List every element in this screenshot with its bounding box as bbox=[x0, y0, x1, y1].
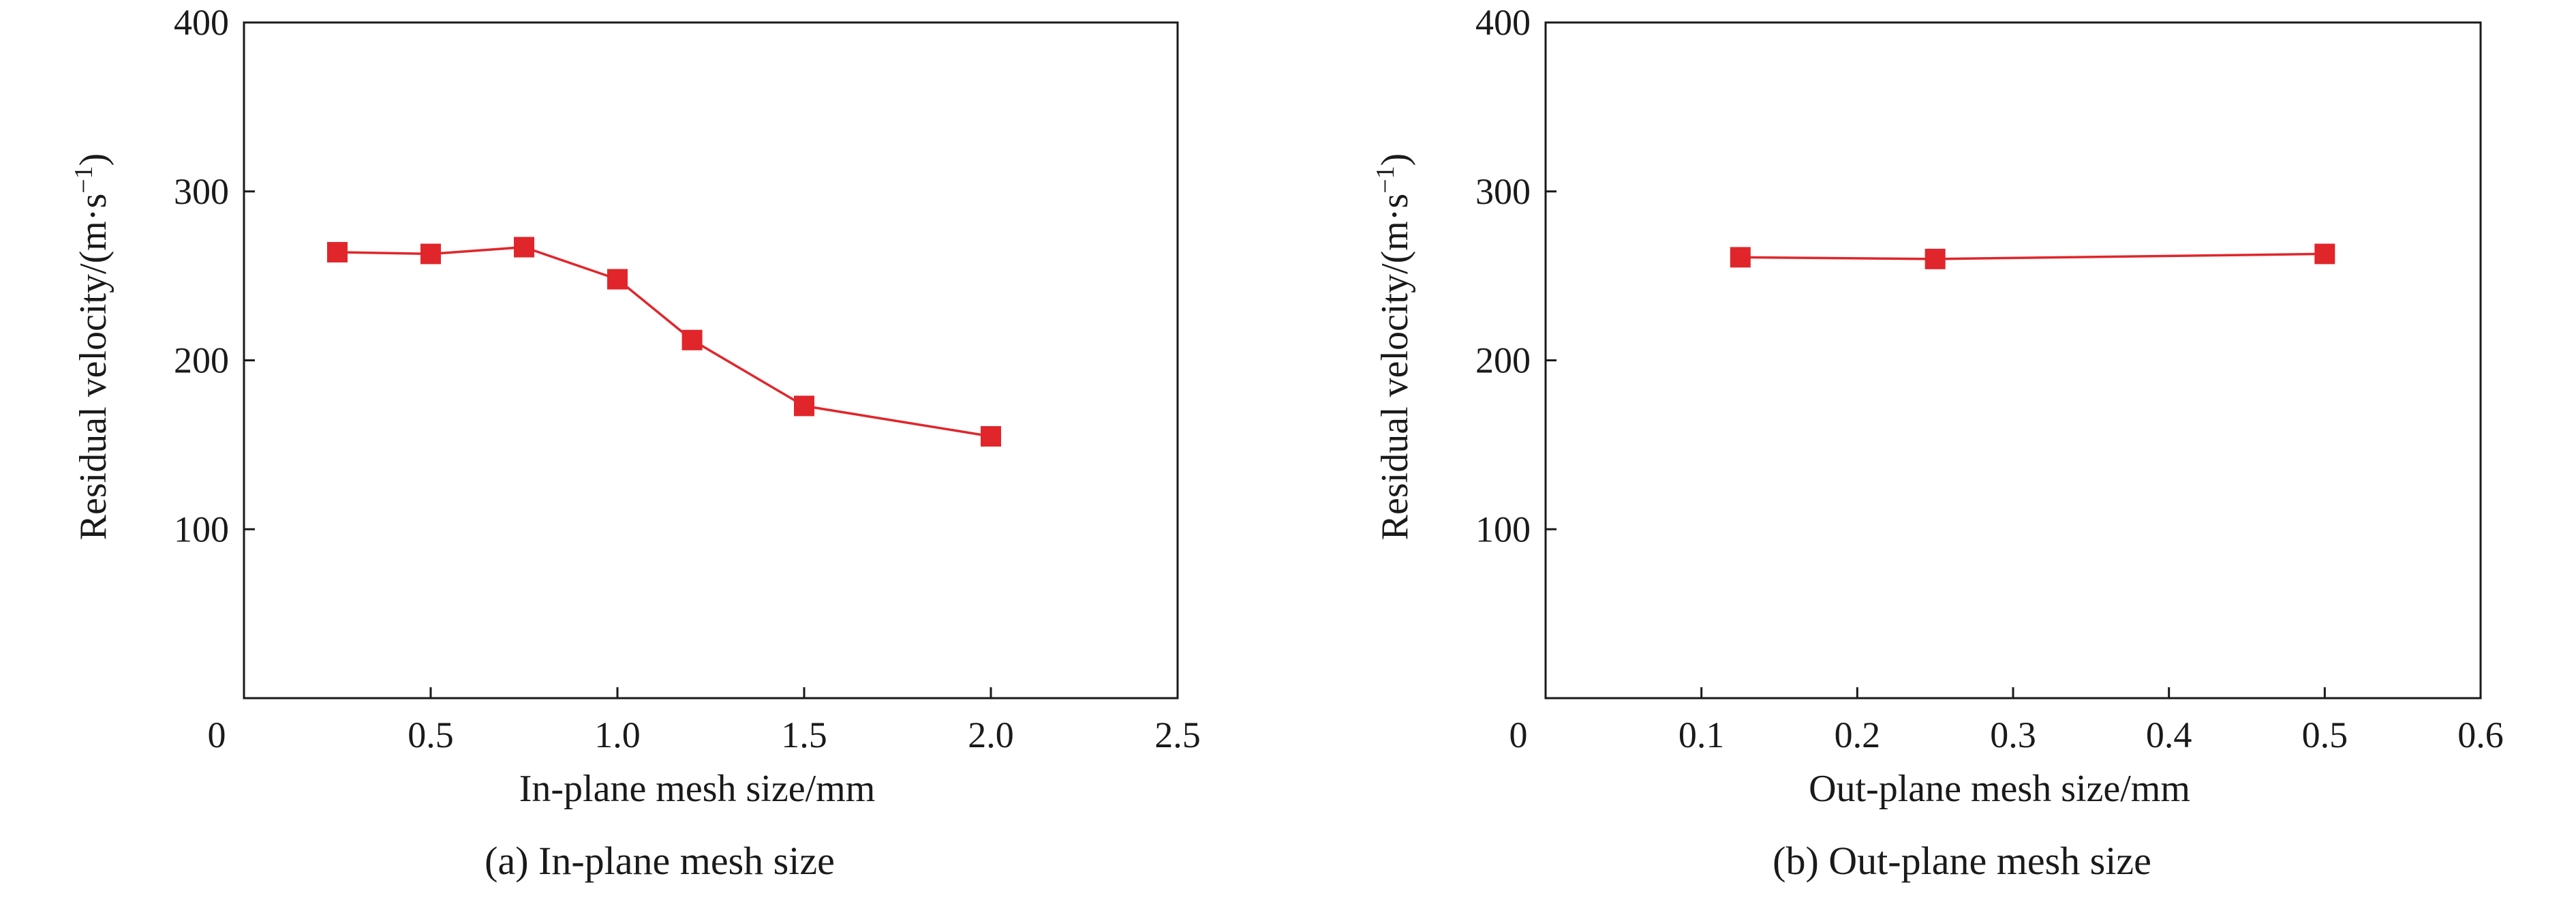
y-axis-label: Residual velocity/(m·s−1) bbox=[1371, 153, 1416, 541]
plot-frame bbox=[243, 21, 1179, 700]
chart-a: 0 0.5 1.0 1.5 2.0 2.5 100 200 300 400 In-plane mes… bbox=[70, 2, 1201, 883]
y-tick-label: 100 bbox=[174, 509, 229, 550]
data-point bbox=[1925, 248, 1946, 269]
y-tick-label: 400 bbox=[1475, 2, 1531, 43]
x-axis-label: Out-plane mesh size/mm bbox=[1809, 768, 2190, 810]
x-tick-label: 1.5 bbox=[781, 715, 827, 755]
data-point bbox=[607, 269, 628, 290]
chart-caption: (b) Out-plane mesh size bbox=[1773, 839, 2151, 883]
x-tick-label: 1.0 bbox=[594, 715, 641, 755]
x-tick-label: 0.5 bbox=[2302, 715, 2348, 755]
series-line bbox=[337, 245, 992, 438]
data-point bbox=[514, 237, 534, 258]
x-tick-label: 2.5 bbox=[1154, 715, 1201, 755]
data-point bbox=[681, 329, 703, 350]
y-axis-label: Residual velocity/(m·s−1) bbox=[70, 153, 114, 541]
x-tick-label: 0.1 bbox=[1678, 715, 1725, 755]
x-tick-label: 0.5 bbox=[408, 715, 454, 755]
x-tick-label: 0.4 bbox=[2146, 715, 2192, 755]
data-point bbox=[327, 241, 348, 262]
data-point bbox=[981, 425, 1001, 447]
y-tick-label: 200 bbox=[1475, 340, 1531, 381]
y-tick-label: 100 bbox=[1475, 509, 1531, 550]
chart-caption: (a) In-plane mesh size bbox=[485, 839, 835, 883]
y-tick-label: 300 bbox=[174, 171, 229, 212]
data-point bbox=[794, 395, 814, 417]
x-axis-label: In-plane mesh size/mm bbox=[519, 768, 876, 810]
x-tick-label: 0.2 bbox=[1835, 715, 1881, 755]
x-tick-label: 0 bbox=[208, 715, 226, 755]
data-point bbox=[2314, 243, 2335, 265]
series-line bbox=[1740, 252, 2325, 260]
x-tick-label: 0.6 bbox=[2457, 715, 2504, 755]
y-tick-label: 300 bbox=[1475, 171, 1531, 212]
chart-b: 0 0.1 0.2 0.3 0.4 0.5 0.6 100 200 300 400 Out-plane… bbox=[1371, 2, 2504, 883]
x-tick-label: 2.0 bbox=[968, 715, 1014, 755]
data-point bbox=[1730, 247, 1751, 268]
y-tick-label: 200 bbox=[174, 340, 229, 381]
data-point bbox=[420, 243, 441, 265]
plot-frame bbox=[1544, 21, 2482, 700]
x-tick-label: 0.3 bbox=[1990, 715, 2036, 755]
x-tick-label: 0 bbox=[1509, 715, 1528, 755]
y-tick-label: 400 bbox=[174, 2, 229, 43]
